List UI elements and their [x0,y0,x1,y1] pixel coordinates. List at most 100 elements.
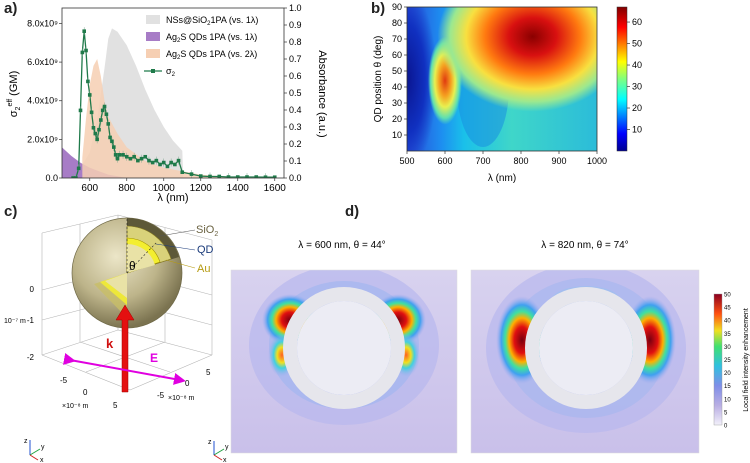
sigma2-point [74,176,78,178]
sigma2-point [272,175,277,178]
sio2-label: SiO2 [196,224,218,238]
schematic-c: θ SiO2 QD Au k E 0 -1 -2 10⁻⁷ m -5 0 5 ×… [4,214,218,463]
sigma2-point [132,154,136,159]
d-cbar-label-7: 15 [724,384,731,390]
chart-a-xlabel: λ (nm) [157,192,188,204]
area-series-2 [82,59,275,178]
legend-label-0: NSs@SiO21PA (vs. 1λ) [166,15,258,27]
b-xtick-label-4: 900 [551,156,566,166]
a-xtick-label-1: 800 [118,183,135,194]
sigma2-point [226,175,231,178]
panel-label-d: d) [345,203,360,220]
b-cbar-label-2: 30 [632,82,642,92]
triad-d-y: y [225,444,229,451]
sigma2-point [198,174,203,178]
sigma2-point [87,93,92,97]
y-unit: ×10⁻⁸ m [168,395,194,402]
sigma2-point [99,118,103,122]
chart-a-legend: NSs@SiO21PA (vs. 1λ) Ag2S QDs 1PA (vs. 1λ… [144,15,258,78]
chart-a: 600 800 1000 1200 1400 16000.02.0x10⁹4.0x10⁹6… [7,3,328,204]
chart-b-ylabel: QD position θ (deg) [373,36,384,123]
chart-a-ylabel-left: σ2eff (GM) [7,71,22,117]
a-yrtick-label-5: 0.5 [289,88,302,98]
heatmap-colorbar [616,6,628,152]
sigma2-point [78,108,83,113]
b-cbar-label-1: 20 [632,103,642,113]
a-yrtick-label-8: 0.8 [289,37,302,47]
d-cbar-label-5: 25 [724,358,731,364]
sigma2-point [165,164,170,169]
sigma2-point [100,108,105,113]
y-tick-0: 5 [206,368,211,377]
shell-ring-left [283,287,405,409]
e-field-arrow [63,353,186,385]
sigma2-point [82,29,86,33]
x-tick-0: -5 [60,376,68,385]
sigma2-point [217,174,222,178]
sigma2-point [91,125,96,130]
d-cbar-label-3: 35 [724,332,731,338]
sigma2-point [86,79,90,84]
sigma2-point [158,162,162,167]
sigma2-point [110,139,114,144]
a-xtick-label-0: 600 [81,183,98,194]
sigma2-point [169,160,173,165]
d-cbar-label-1: 45 [724,306,731,312]
sigma2-point [235,175,240,178]
b-cbar-label-5: 60 [632,17,642,27]
qd-label: QD [197,244,214,256]
sigma2-point [173,162,177,167]
au-label: Au [197,263,210,275]
a-yrtick-label-10: 1.0 [289,3,302,13]
a-xtick-label-2: 1000 [153,183,176,194]
sigma2-point [254,175,259,178]
triad-y: y [41,444,45,451]
heatmap-hotspot-1 [437,7,597,112]
b-cbar-label-4: 50 [632,39,642,49]
d-cbar-label-8: 10 [724,397,731,403]
shell-ring-right [525,287,647,409]
b-ytick-label-3: 40 [392,82,402,92]
heatmap-trough [407,7,437,151]
d-cbar-label-6: 20 [724,371,731,377]
z-tick-2: -2 [27,353,35,362]
triad-d-z: z [208,439,212,446]
field-map-right [471,270,699,453]
triad-z: z [24,438,28,445]
sigma2-point [176,158,181,163]
b-xtick-label-2: 700 [475,156,490,166]
a-yrtick-label-1: 0.1 [289,156,302,166]
field-map-left [231,270,457,453]
sigma2-point [139,156,144,161]
sigma2-point [97,127,101,132]
z-tick-0: 0 [30,285,35,294]
sigma2-point [112,145,116,149]
axis-triad-c: z y x [24,438,45,463]
a-yrtick-label-6: 0.6 [289,71,302,81]
sigma2-point [104,112,109,117]
x-unit: ×10⁻⁸ m [62,403,88,410]
sigma2-point [117,153,122,157]
d-cbar-label-4: 30 [724,345,731,351]
x-tick-2: 5 [113,401,118,410]
sigma2-point [108,135,112,140]
sigma2-point [84,48,88,53]
y-tick-2: -5 [157,391,165,400]
sigma2-point [89,110,94,115]
b-cbar-label-3: 40 [632,60,642,70]
a-yrtick-label-0: 0.0 [289,173,302,183]
legend-swatch-1 [146,32,160,41]
b-cbar-label-0: 10 [632,125,642,135]
sigma2-point [263,175,268,178]
legend-label-2: Ag2S QDs 1PA (vs. 2λ) [166,49,257,61]
b-xtick-label-5: 1000 [587,156,607,166]
y-tick-1: 0 [185,379,190,388]
sigma2-point [124,154,129,159]
chart-a-ylabel-right: Absorbance (a.u.) [316,50,328,137]
legend-marker-3 [151,69,155,73]
field-colorbar-label: Local field intensity enhancement [743,308,750,412]
a-yltick-label-0: 0.0 [45,173,58,183]
sigma2-point [93,131,98,136]
a-xtick-label-5: 1600 [264,183,287,194]
